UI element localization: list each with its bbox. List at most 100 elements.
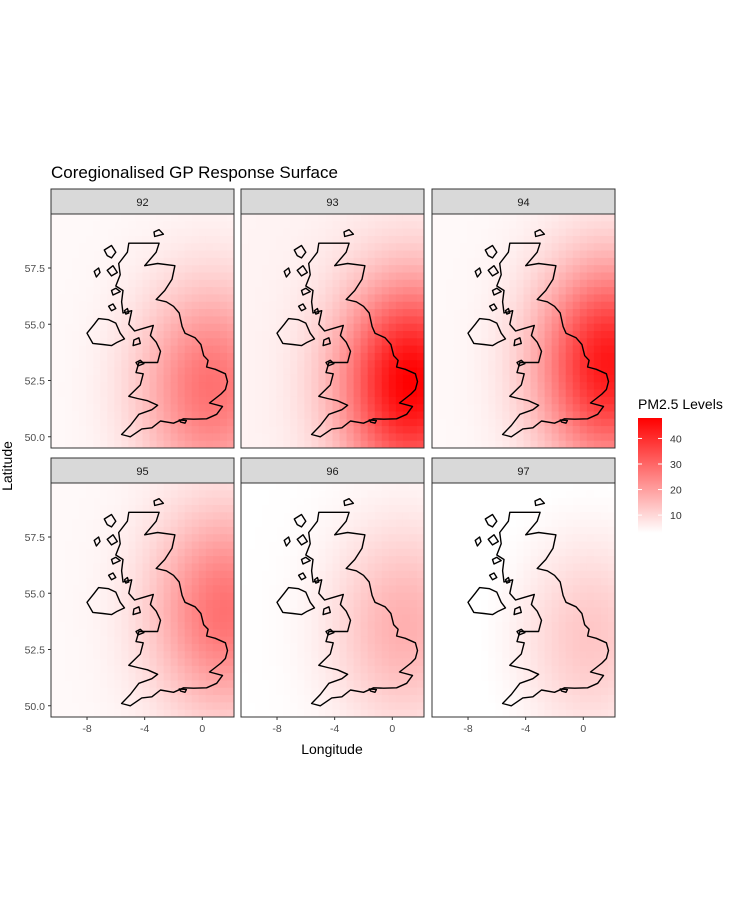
heatmap-cell	[100, 585, 108, 594]
heatmap-cell	[565, 404, 574, 413]
heatmap-cell	[416, 651, 424, 660]
heatmap-cell	[360, 374, 369, 383]
heatmap-cell	[304, 396, 312, 405]
heatmap-cell	[283, 563, 291, 572]
heatmap-cell	[318, 680, 327, 689]
heatmap-cell	[432, 497, 440, 506]
heatmap-cell	[388, 563, 397, 572]
heatmap-cell	[367, 250, 376, 259]
heatmap-cell	[551, 404, 560, 413]
heatmap-cell	[495, 345, 503, 354]
heatmap-cell	[290, 541, 298, 550]
heatmap-cell	[283, 411, 291, 420]
heatmap-cell	[395, 526, 404, 535]
heatmap-cell	[607, 374, 615, 383]
heatmap-cell	[572, 548, 581, 557]
heatmap-cell	[481, 272, 489, 281]
heatmap-cell	[86, 563, 94, 572]
heatmap-cell	[600, 228, 609, 237]
heatmap-cell	[453, 592, 461, 601]
heatmap-cell	[360, 440, 369, 448]
heatmap-cell	[297, 228, 305, 237]
heatmap-cell	[523, 526, 532, 535]
heatmap-cell	[416, 592, 424, 601]
heatmap-cell	[311, 279, 320, 288]
heatmap-cell	[325, 665, 334, 674]
heatmap-cell	[367, 578, 376, 586]
heatmap-cell	[304, 243, 312, 252]
heatmap-cell	[276, 235, 284, 244]
heatmap-cell	[416, 504, 424, 513]
heatmap-cell	[467, 309, 475, 317]
heatmap-cell	[409, 680, 418, 689]
heatmap-cell	[374, 426, 383, 434]
heatmap-cell	[367, 680, 376, 689]
heatmap-cell	[460, 636, 468, 645]
heatmap-cell	[402, 214, 411, 222]
heatmap-cell	[304, 440, 312, 448]
heatmap-cell	[93, 548, 101, 557]
heatmap-cell	[170, 272, 179, 281]
heatmap-cell	[212, 279, 221, 288]
heatmap-cell	[212, 426, 221, 434]
heatmap-cell	[502, 526, 511, 535]
heatmap-cell	[177, 433, 186, 442]
heatmap-cell	[219, 592, 228, 601]
heatmap-cell	[600, 294, 609, 303]
heatmap-cell	[432, 374, 440, 383]
heatmap-cell	[226, 418, 234, 427]
heatmap-cell	[163, 709, 172, 717]
heatmap-cell	[388, 360, 397, 369]
heatmap-cell	[163, 265, 172, 274]
heatmap-cell	[72, 621, 80, 630]
heatmap-cell	[346, 607, 355, 616]
heatmap-cell	[544, 257, 553, 266]
heatmap-cell	[416, 541, 424, 550]
heatmap-cell	[395, 687, 404, 696]
heatmap-cell	[446, 235, 454, 244]
heatmap-cell	[219, 695, 228, 703]
heatmap-cell	[416, 658, 424, 667]
heatmap-cell	[86, 490, 94, 499]
heatmap-cell	[318, 534, 327, 543]
heatmap-cell	[453, 287, 461, 296]
heatmap-cell	[374, 519, 383, 528]
heatmap-cell	[467, 367, 475, 376]
heatmap-cell	[416, 265, 424, 274]
heatmap-cell	[558, 250, 567, 259]
heatmap-cell	[502, 651, 511, 660]
heatmap-cell	[374, 279, 383, 288]
heatmap-cell	[205, 309, 214, 317]
heatmap-cell	[135, 265, 144, 274]
heatmap-cell	[488, 563, 496, 572]
heatmap-cell	[495, 702, 503, 711]
heatmap-cell	[163, 651, 172, 660]
heatmap-cell	[100, 607, 108, 616]
heatmap-cell	[219, 440, 228, 448]
heatmap-cell	[184, 404, 193, 413]
heatmap-cell	[262, 214, 270, 222]
heatmap-cell	[318, 643, 327, 652]
heatmap-cell	[367, 643, 376, 652]
heatmap-cell	[241, 570, 249, 579]
heatmap-cell	[402, 418, 411, 427]
heatmap-cell	[537, 440, 546, 448]
heatmap-cell	[388, 621, 397, 630]
heatmap-cell	[416, 426, 424, 434]
heatmap-cell	[395, 345, 404, 354]
heatmap-cell	[388, 607, 397, 616]
heatmap-cell	[135, 309, 144, 317]
heatmap-cell	[177, 680, 186, 689]
heatmap-cell	[374, 629, 383, 638]
heatmap-cell	[374, 250, 383, 259]
heatmap-cell	[439, 250, 447, 259]
heatmap-cell	[374, 490, 383, 499]
heatmap-cell	[481, 548, 489, 557]
heatmap-cell	[339, 316, 348, 325]
heatmap-cell	[100, 695, 108, 703]
heatmap-cell	[530, 287, 539, 296]
heatmap-cell	[290, 592, 298, 601]
heatmap-cell	[219, 578, 228, 586]
heatmap-cell	[226, 563, 234, 572]
heatmap-cell	[121, 235, 130, 244]
